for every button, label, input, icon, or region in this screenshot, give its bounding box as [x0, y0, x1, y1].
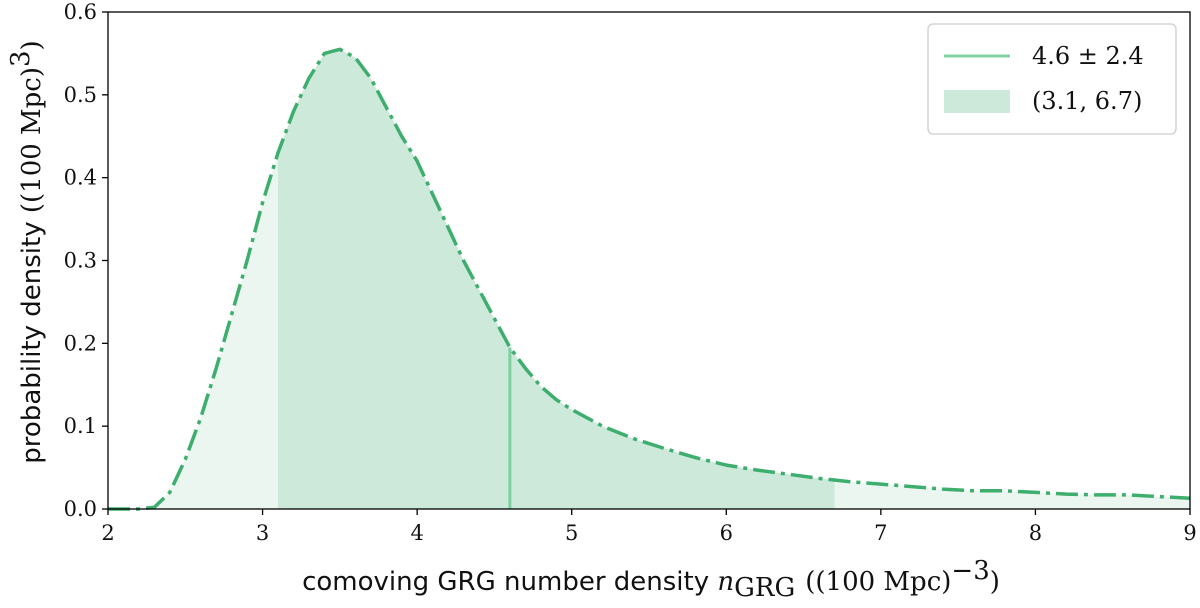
y-tick-label: 0.6 — [64, 0, 97, 24]
x-tick-label: 8 — [1029, 521, 1042, 545]
x-tick-label: 7 — [874, 521, 887, 545]
y-tick-label: 0.1 — [64, 414, 97, 438]
x-tick-label: 2 — [101, 521, 114, 545]
y-tick-label: 0.2 — [64, 331, 97, 355]
x-tick-label: 3 — [256, 521, 269, 545]
legend-interval-swatch — [944, 90, 1010, 113]
legend-interval-label: (3.1, 6.7) — [1032, 87, 1142, 115]
x-tick-label: 6 — [720, 521, 733, 545]
y-tick-label: 0.5 — [64, 83, 97, 107]
x-ticks: 2 3 4 5 6 7 8 9 — [101, 509, 1197, 545]
y-tick-label: 0.4 — [64, 166, 97, 190]
density-curve — [108, 47, 1191, 511]
y-tick-label: 0.3 — [64, 249, 97, 273]
credible-interval-fill — [278, 49, 835, 510]
upper-tail-fill — [834, 480, 1190, 509]
curve-layer — [108, 47, 1191, 511]
legend-frame — [927, 23, 1177, 135]
x-tick-label: 5 — [565, 521, 578, 545]
legend: 4.6 ± 2.4 (3.1, 6.7) — [927, 23, 1177, 135]
x-tick-label: 4 — [410, 521, 423, 545]
tail-fills — [108, 152, 1190, 510]
interval-fill-layer — [278, 49, 835, 510]
y-axis-label: probability density ((100 Mpc)3) — [6, 40, 47, 463]
y-ticks: 0.0 0.1 0.2 0.3 0.4 0.5 0.6 — [64, 0, 108, 521]
x-axis-label: comoving GRG number density nGRG ((100 Mp… — [302, 556, 1000, 603]
legend-median-label: 4.6 ± 2.4 — [1032, 42, 1144, 70]
y-tick-label: 0.0 — [64, 497, 97, 521]
x-tick-label: 9 — [1183, 521, 1196, 545]
lower-tail-fill — [108, 152, 278, 510]
